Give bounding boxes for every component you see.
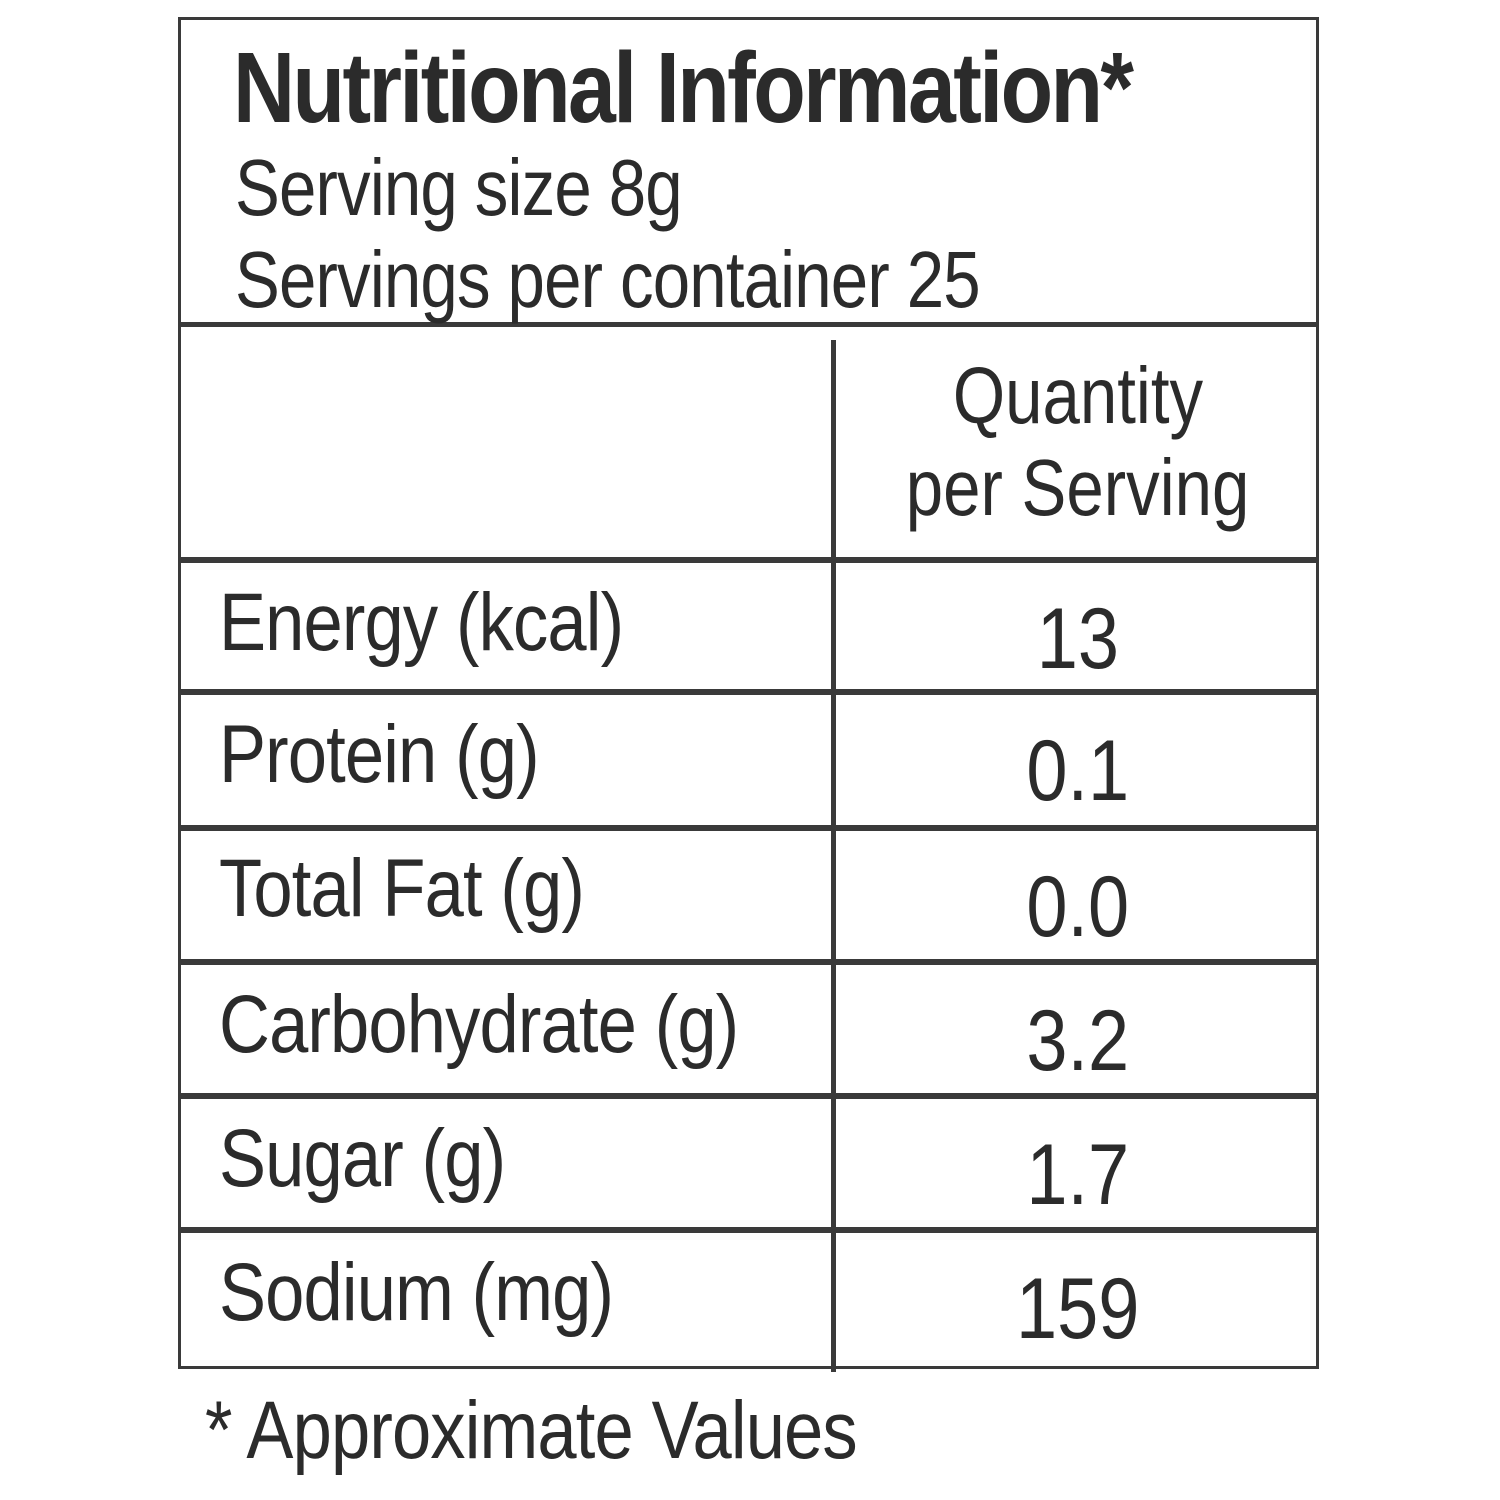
row-value-carbohydrate: 3.2 [836,998,1319,1084]
row-label-carbohydrate: Carbohydrate (g) [219,979,739,1070]
row-value-energy: 13 [836,596,1319,682]
total-fat-value: 0.0 [1026,859,1129,955]
row-divider [181,959,1316,965]
row-value-sugar: 1.7 [836,1132,1319,1218]
protein-value: 0.1 [1026,723,1129,819]
row-divider [181,557,1316,563]
carbohydrate-value: 3.2 [1026,993,1129,1089]
row-divider [181,825,1316,831]
row-label-energy: Energy (kcal) [219,577,624,668]
row-label-protein: Protein (g) [219,709,540,800]
row-label-sugar: Sugar (g) [219,1113,506,1204]
serving-size: Serving size 8g [235,143,683,232]
row-divider [181,689,1316,695]
servings-per-container: Servings per container 25 [235,235,981,324]
column-divider [831,340,836,1372]
quantity-header-line-1: Quantity [952,351,1203,440]
energy-value: 13 [1036,591,1119,687]
row-value-total-fat: 0.0 [836,864,1319,950]
row-label-sodium: Sodium (mg) [219,1247,614,1338]
nutrition-table: Nutritional Information* Serving size 8g… [178,17,1319,1372]
quantity-header-line-2: per Serving [905,443,1250,532]
row-label-total-fat: Total Fat (g) [219,843,585,934]
sodium-value: 159 [1015,1261,1140,1357]
table-header: Nutritional Information* Serving size 8g… [181,20,1316,327]
row-value-sodium: 159 [836,1266,1319,1352]
row-divider [181,1093,1316,1099]
sugar-value: 1.7 [1026,1127,1129,1223]
row-divider [181,1227,1316,1233]
quantity-column-header: Quantity per Serving [836,350,1319,534]
footnote: * Approximate Values [205,1385,858,1476]
table-title: Nutritional Information* [233,32,1134,144]
row-value-protein: 0.1 [836,728,1319,814]
